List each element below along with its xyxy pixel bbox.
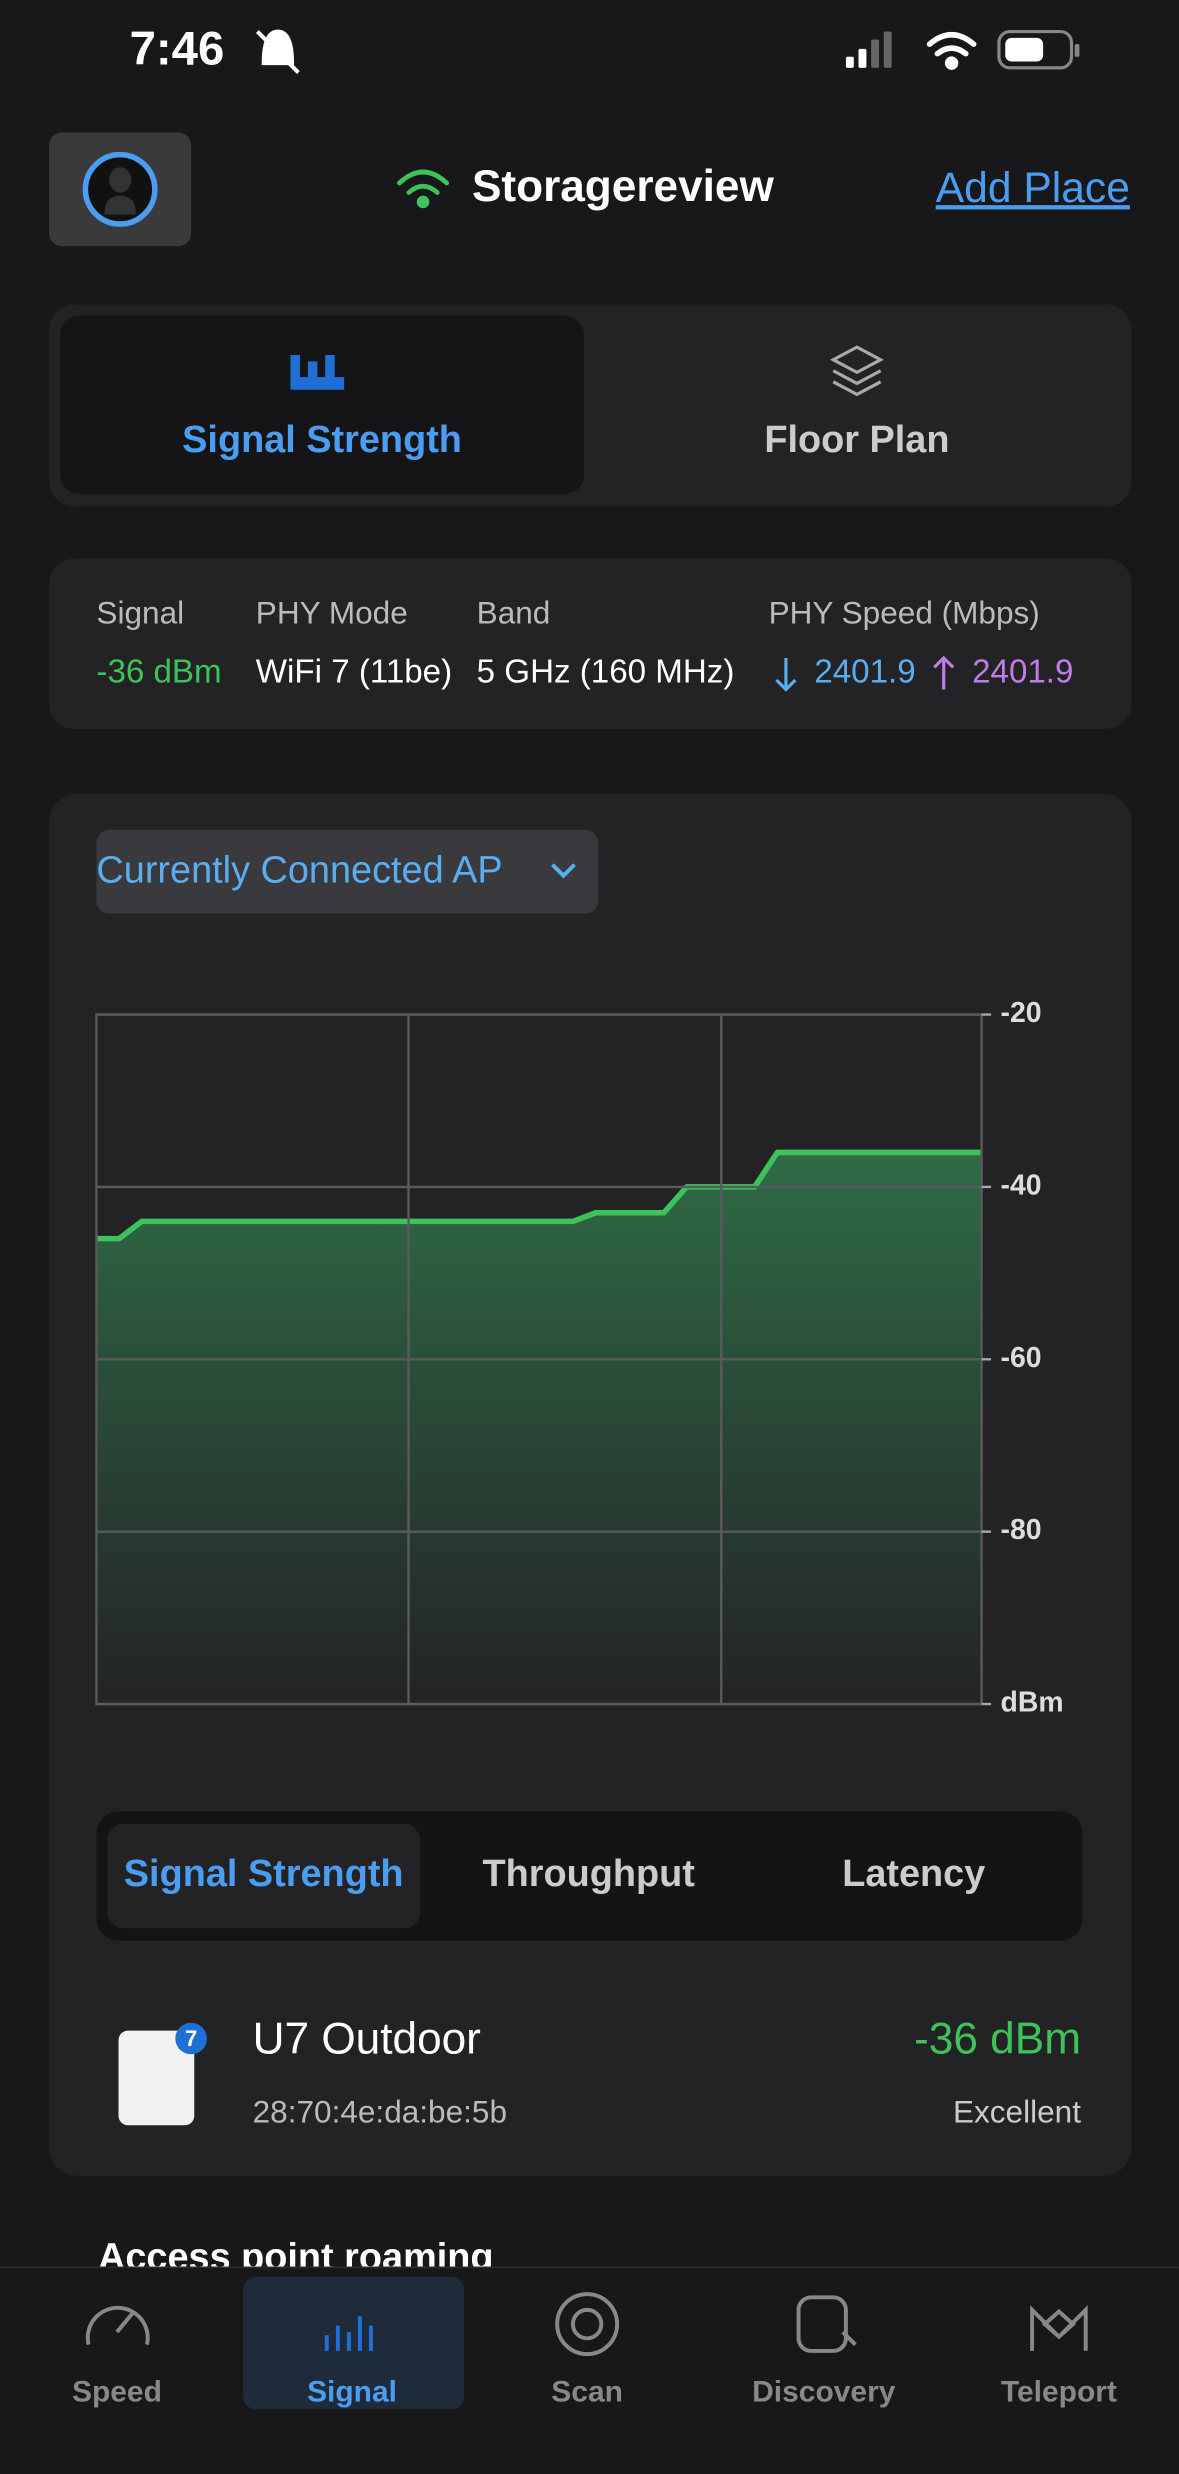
discovery-handle [841, 2330, 857, 2347]
tab-label: Floor Plan [764, 419, 949, 461]
up-arrow [933, 655, 955, 690]
metric-tab-label[interactable]: Throughput [483, 1853, 696, 1895]
clock: 7:46 [130, 23, 225, 76]
add-place-link[interactable]: Add Place [936, 164, 1130, 212]
wifi-icon [397, 169, 450, 209]
badge-label: 7 [185, 2026, 197, 2051]
mute-icon [255, 29, 300, 74]
wifi-status-icon [926, 31, 977, 70]
scan-inner [570, 2307, 604, 2341]
selected-tab[interactable] [60, 315, 584, 494]
tab-label: Signal Strength [182, 419, 462, 461]
teleport-icon [1030, 2305, 1088, 2351]
info-value: WiFi 7 (11be) [256, 653, 452, 690]
nav-label[interactable]: Teleport [1001, 2375, 1117, 2408]
device-name: U7 Outdoor [253, 2014, 481, 2063]
signal-icon [324, 2316, 373, 2351]
cell-icon [845, 31, 892, 68]
dropdown-label: Currently Connected AP [96, 850, 502, 892]
discovery-icon [796, 2295, 848, 2353]
chevron [551, 863, 576, 879]
device-icon [118, 2030, 195, 2126]
y-tick-label: -20 [1001, 997, 1042, 1029]
info-label: PHY Mode [256, 595, 408, 631]
metric-tab-label[interactable]: Latency [842, 1853, 985, 1895]
info-label: PHY Speed (Mbps) [769, 595, 1040, 631]
place-title: Storagereview [472, 162, 775, 211]
info-card [49, 558, 1132, 729]
battery-icon [997, 29, 1080, 70]
device-quality: Excellent [953, 2094, 1081, 2130]
nav-label[interactable]: Speed [72, 2375, 162, 2408]
nav-label[interactable]: Signal [307, 2375, 397, 2408]
nav-selected [243, 2276, 465, 2410]
speed-icon [85, 2305, 150, 2346]
avatar-figure [104, 167, 136, 215]
speed-needle [115, 2311, 135, 2334]
device-mac: 28:70:4e:da:be:5b [253, 2094, 507, 2130]
y-tick-label: -40 [1001, 1169, 1042, 1201]
signal-chart: -20 -40 -60 -80 dBm [95, 997, 1064, 1719]
nav-bar [0, 2267, 1179, 2474]
upload-speed: 2401.9 [972, 653, 1073, 690]
info-value: -36 dBm [96, 653, 221, 690]
area [96, 1152, 982, 1705]
info-label: Signal [96, 595, 184, 631]
device-badge [175, 2022, 207, 2055]
nav-label[interactable]: Discovery [752, 2375, 896, 2408]
download-speed: 2401.9 [814, 653, 915, 690]
line [96, 1149, 982, 1242]
nav-label[interactable]: Scan [551, 2375, 623, 2408]
info-value: 5 GHz (160 MHz) [477, 653, 735, 690]
y-tick-label: -60 [1001, 1342, 1042, 1374]
scan-icon [555, 2292, 620, 2357]
signal-tab-icon [290, 355, 345, 390]
info-label: Band [477, 595, 551, 631]
ap-dropdown[interactable] [96, 829, 599, 914]
y-tick-label: dBm [1001, 1687, 1064, 1719]
floor-plan-tab[interactable] [600, 316, 1121, 494]
y-tick-label: -80 [1001, 1514, 1042, 1546]
selected-metric-tab[interactable] [107, 1823, 420, 1929]
floor-plan-icon [829, 345, 884, 397]
metric-tab-label: Signal Strength [124, 1853, 404, 1895]
device-signal: -36 dBm [914, 2014, 1081, 2063]
down-arrow [775, 657, 797, 692]
